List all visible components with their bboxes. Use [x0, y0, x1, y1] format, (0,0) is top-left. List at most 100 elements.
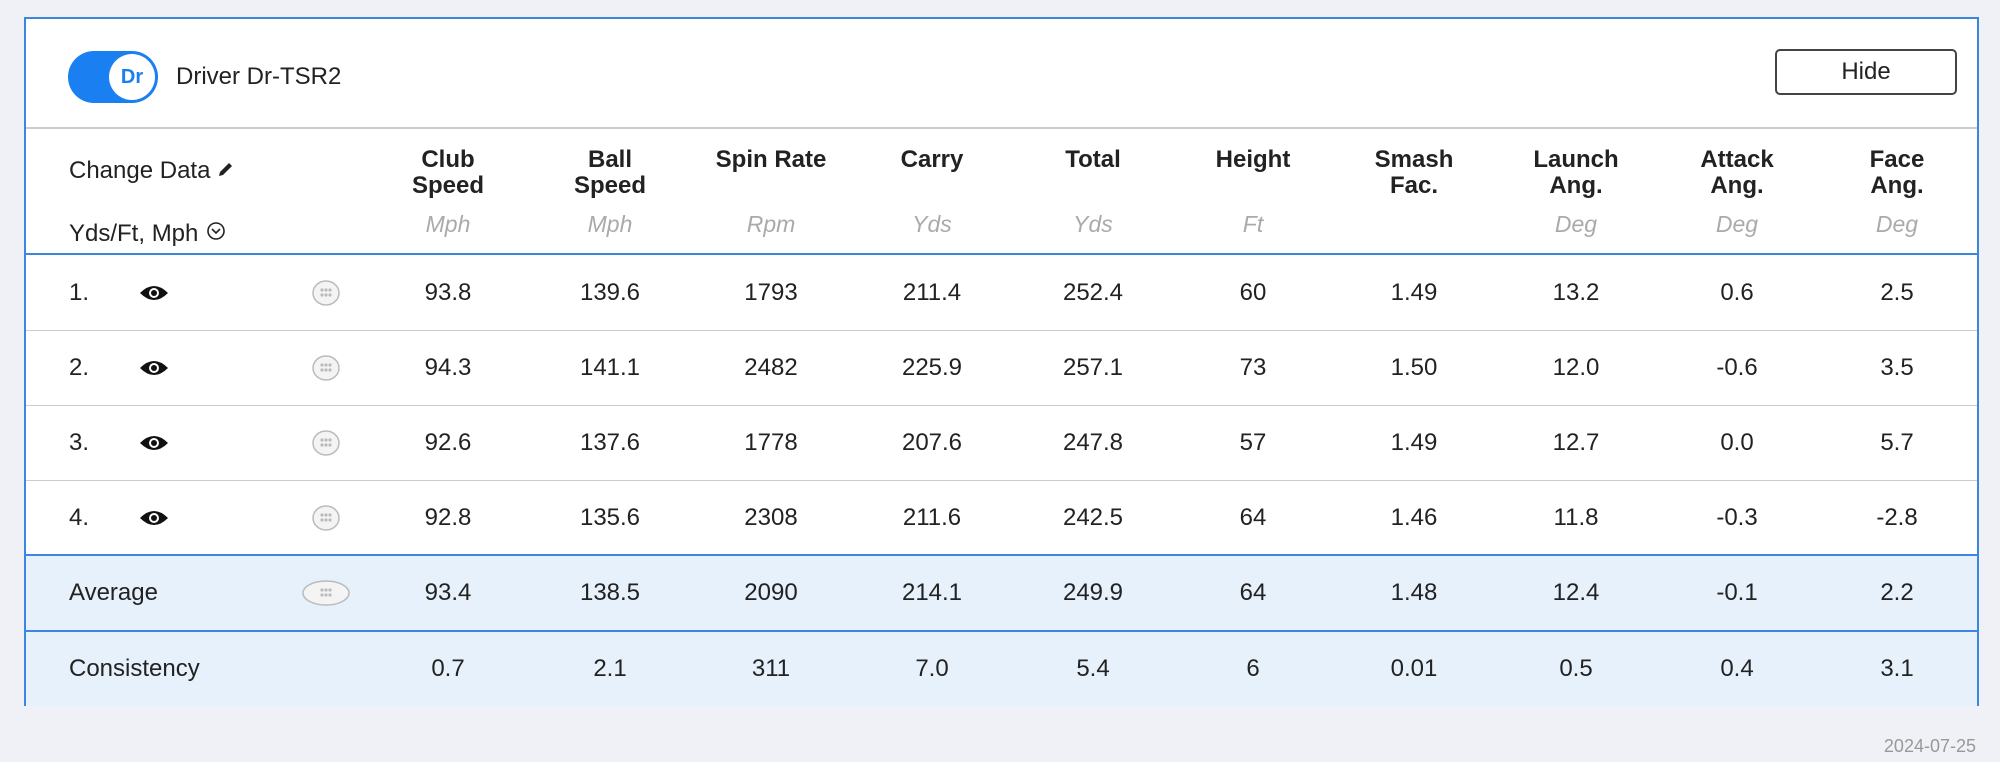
cell: 64	[1239, 579, 1267, 606]
row-label: 3.	[69, 429, 90, 456]
consistency-label: Consistency	[69, 655, 200, 682]
column-name: Ang.	[1549, 172, 1603, 199]
cell: 225.9	[901, 354, 963, 381]
hide-button[interactable]: Hide	[1775, 49, 1957, 95]
cell: 3.1	[1880, 655, 1914, 682]
shot-icon	[312, 355, 340, 381]
cell: 249.9	[1062, 579, 1124, 606]
column-name: Total	[1065, 146, 1121, 173]
cell: 2090	[744, 579, 798, 606]
column-name: Face	[1869, 146, 1925, 173]
column-name: Attack	[1700, 146, 1774, 173]
row-divider	[26, 253, 1977, 255]
column-unit: Mph	[587, 211, 633, 237]
cell: 1.46	[1390, 504, 1438, 531]
cell: 207.6	[901, 429, 963, 456]
visibility-toggle[interactable]	[139, 508, 169, 528]
cell: 1.48	[1390, 579, 1438, 606]
column-unit: Rpm	[746, 211, 796, 237]
column-name: Speed	[573, 172, 647, 199]
cell: -2.8	[1876, 504, 1918, 531]
cell: 7.0	[915, 655, 949, 682]
cell: 3.5	[1880, 354, 1914, 381]
shot-icon	[302, 580, 350, 606]
cell: 94.3	[424, 354, 472, 381]
row-divider	[26, 480, 1977, 481]
cell: 92.8	[424, 504, 472, 531]
shot-card: Dr Driver Dr-TSR2 Hide Change Data Yds/F…	[24, 17, 1979, 706]
cell: 93.4	[424, 579, 472, 606]
column-name: Spin Rate	[715, 146, 827, 173]
units-label: Yds/Ft, Mph	[69, 220, 199, 247]
row-divider	[26, 405, 1977, 406]
shot-icon	[312, 505, 340, 531]
column-name: Height	[1215, 146, 1291, 173]
cell: 93.8	[424, 279, 472, 306]
cell: 1793	[744, 279, 798, 306]
column-unit: Ft	[1242, 211, 1264, 237]
column-unit: Yds	[912, 211, 952, 237]
cell: -0.6	[1716, 354, 1758, 381]
column-unit: Deg	[1715, 211, 1759, 237]
column-name: Ang.	[1710, 172, 1764, 199]
column-unit: Deg	[1875, 211, 1919, 237]
visibility-toggle[interactable]	[139, 433, 169, 453]
visibility-toggle[interactable]	[139, 358, 169, 378]
cell: 13.2	[1552, 279, 1600, 306]
cell: 1778	[744, 429, 798, 456]
column-name: Smash	[1374, 146, 1454, 173]
cell: 0.5	[1559, 655, 1593, 682]
row-divider	[26, 554, 1977, 556]
cell: 5.7	[1880, 429, 1914, 456]
cell: 242.5	[1062, 504, 1124, 531]
change-data[interactable]: Change Data	[69, 157, 235, 185]
cell: 135.6	[579, 504, 641, 531]
cell: 12.7	[1552, 429, 1600, 456]
cell: 73	[1239, 354, 1267, 381]
cell: 211.6	[902, 504, 962, 531]
cell: 0.7	[431, 655, 465, 682]
cell: 252.4	[1062, 279, 1124, 306]
visibility-toggle[interactable]	[139, 283, 169, 303]
toggle-label: Dr	[109, 54, 155, 100]
units-select[interactable]: Yds/Ft, Mph	[69, 219, 227, 248]
column-header: Total	[1065, 147, 1121, 173]
column-header: Ball Speed	[574, 147, 646, 199]
cell: 0.6	[1720, 279, 1754, 306]
cell: 6	[1246, 655, 1260, 682]
cell: -0.1	[1716, 579, 1758, 606]
cell: 12.4	[1552, 579, 1600, 606]
cell: 2308	[744, 504, 798, 531]
row-divider	[26, 330, 1977, 331]
column-name: Launch	[1533, 146, 1619, 173]
cell: 141.1	[579, 354, 641, 381]
column-name: Speed	[411, 172, 485, 199]
row-label: 4.	[69, 504, 90, 531]
chevron-icon	[207, 222, 225, 240]
column-header: Smash Fac.	[1375, 147, 1454, 199]
cell: 57	[1239, 429, 1267, 456]
column-name: Club	[421, 146, 475, 173]
club-title: Driver Dr-TSR2	[176, 63, 342, 90]
pencil-icon	[219, 163, 233, 176]
cell: 214.1	[901, 579, 963, 606]
toggle[interactable]: Dr	[68, 51, 158, 103]
date: 2024-07-25	[1883, 736, 1976, 756]
cell: -0.3	[1716, 504, 1758, 531]
row-label: 2.	[69, 354, 90, 381]
column-header: Launch Ang.	[1533, 147, 1618, 199]
column-header: Attack Ang.	[1700, 147, 1773, 199]
shot-icon	[312, 280, 340, 306]
cell: 12.0	[1552, 354, 1600, 381]
column-unit: Yds	[1073, 211, 1113, 237]
cell: 60	[1239, 279, 1267, 306]
cell: 139.6	[579, 279, 641, 306]
column-unit: Deg	[1554, 211, 1598, 237]
cell: 2482	[744, 354, 798, 381]
cell: 137.6	[579, 429, 641, 456]
cell: 5.4	[1076, 655, 1110, 682]
change-data-label: Change Data	[69, 157, 211, 184]
column-name: Ball	[587, 146, 632, 173]
column-header: Spin Rate	[716, 147, 827, 173]
column-header: Height	[1216, 147, 1291, 173]
